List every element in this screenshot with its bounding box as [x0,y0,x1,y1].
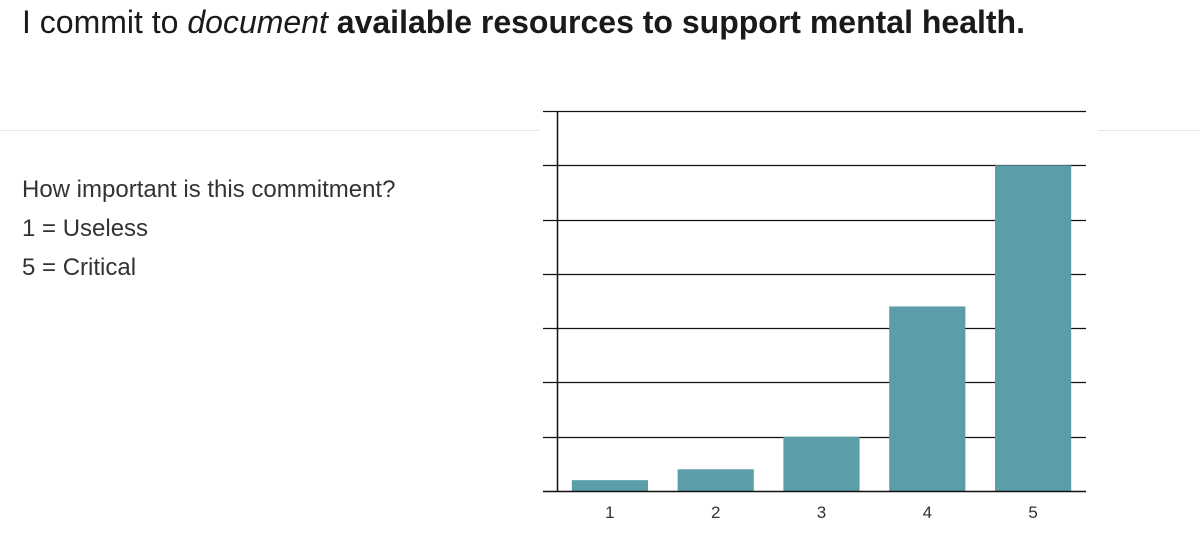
bar-1 [571,480,648,491]
x-tick-label: 2 [711,503,720,522]
x-tick-label: 1 [605,503,614,522]
title-strong: available resources to support mental he… [336,4,1025,40]
bar-3 [783,436,860,491]
title-prefix: I commit to [22,4,188,40]
title-emphasis: document [187,4,328,40]
bars [571,165,1072,492]
section-divider-right [1098,130,1200,131]
bar-4 [889,306,966,491]
question-text: How important is this commitment? [22,176,396,203]
x-tick-labels: 1 2 3 4 5 [605,503,1038,522]
question-description: How important is this commitment? 1 = Us… [22,170,395,287]
axes [543,111,1086,493]
scale-high-label: 5 = Critical [22,254,137,281]
bar-5 [995,165,1072,492]
x-tick-label: 4 [923,503,932,522]
bar-2 [677,469,754,491]
scale-low-label: 1 = Useless [22,215,149,242]
section-divider-left [0,130,540,131]
x-tick-label: 5 [1028,503,1037,522]
x-tick-label: 3 [817,503,826,522]
commitment-title: I commit to document available resources… [22,0,1025,44]
